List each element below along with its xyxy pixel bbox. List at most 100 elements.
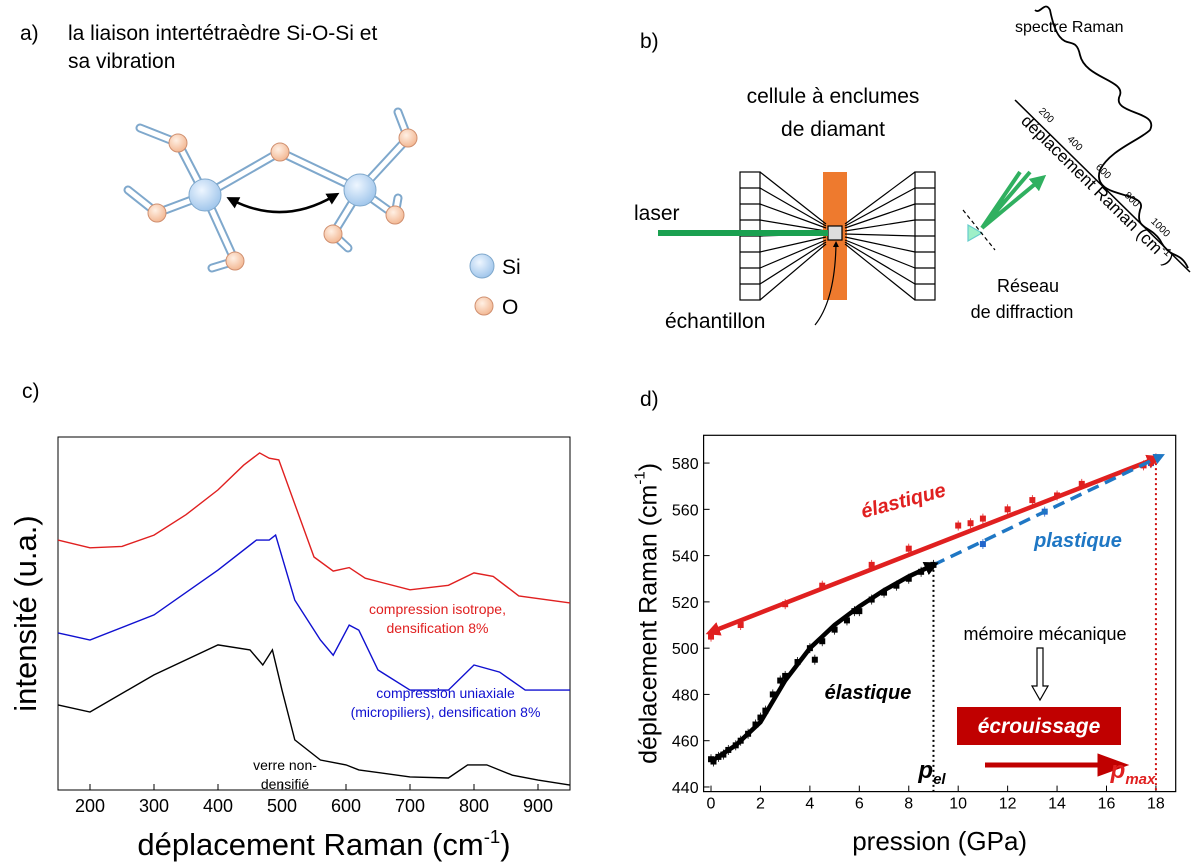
chart-d: 0 2 4 6 8 10 12 14 16 18 440 460 480 500 520 540 560 580 p… (632, 434, 1177, 856)
x-tick-label: 14 (1048, 796, 1066, 813)
cell-label: de diamant (781, 118, 885, 141)
series-label-box: verre non-densifié (253, 757, 317, 792)
title-line: la liaison intertétraèdre Si-O-Si et (68, 22, 377, 45)
series-label: verre non-densifié (253, 757, 317, 792)
series-label-box: compression isotrope, densification 8% (369, 601, 506, 636)
grating-label: Réseau (997, 276, 1059, 296)
fit-line (932, 453, 1165, 567)
data-point (1029, 497, 1036, 504)
data-point (955, 522, 962, 529)
annotation: élastique (825, 682, 912, 704)
annotation: pel (917, 757, 946, 788)
y-axis-label: déplacement Raman (cm-1) (632, 463, 663, 764)
plot-frame (57, 436, 571, 791)
series-label-box: compression uniaxiale (micropiliers), de… (350, 685, 541, 720)
x-axis-label-part: -1 (484, 826, 501, 847)
panel-label: b) (640, 30, 659, 53)
x-tick-label: 500 (267, 796, 297, 816)
spectrum-label: spectre Raman (1015, 19, 1124, 36)
panel-label: d) (640, 388, 659, 411)
y-axis-label-part: -1 (632, 471, 649, 484)
x-tick-label: 900 (523, 796, 553, 816)
panel-label: a) (20, 22, 39, 45)
legend-label: O (502, 296, 518, 319)
annotation: mémoire mécanique (963, 624, 1126, 644)
annotation: élastique (859, 479, 948, 523)
annotation: pmax (1110, 757, 1156, 788)
annotation-sub: max (1125, 771, 1156, 788)
spectrum-line (57, 533, 570, 691)
y-tick-label: 480 (672, 687, 699, 704)
x-tick-label: 200 (75, 796, 105, 816)
y-tick-label: 460 (672, 734, 699, 751)
y-axis-label-part: ) (635, 463, 663, 471)
panel-label: c) (22, 380, 40, 403)
y-axis-label-part: déplacement Raman (cm (635, 485, 663, 764)
cell-label: cellule à enclumes (747, 85, 920, 108)
x-tick-label: 700 (395, 796, 425, 816)
annotation-sub: el (933, 771, 946, 788)
x-axis-label: pression (GPa) (852, 826, 1027, 856)
molecule (123, 107, 495, 316)
series-label: compression uniaxiale (micropiliers), de… (350, 685, 541, 720)
fit-line (705, 454, 1162, 636)
data-point (782, 672, 789, 679)
data-point (708, 633, 715, 640)
chart-c: 200 300 400 500 600 700 800 900 intensité (u.a.)… (8, 436, 571, 862)
y-tick-label: 560 (672, 502, 699, 519)
x-tick-label: 0 (707, 796, 716, 813)
legend-label: Si (502, 256, 521, 279)
sample-label: échantillon (665, 310, 765, 333)
grating-label: de diffraction (971, 302, 1074, 322)
y-tick-label: 540 (672, 549, 699, 566)
x-axis-label-part: déplacement Raman (cm (137, 827, 483, 862)
annotation: plastique (1033, 530, 1122, 552)
spectrum-line (57, 452, 571, 604)
axis-label: déplacement Raman (cm-1) (1017, 111, 1178, 269)
y-tick-label: 440 (672, 780, 699, 797)
title-line: sa vibration (68, 50, 175, 73)
x-axis-label-part: ) (500, 827, 510, 862)
x-tick-label: 400 (203, 796, 233, 816)
data-point (967, 520, 974, 527)
x-axis-label: déplacement Raman (cm-1) (137, 826, 510, 862)
annotation-main: p (917, 757, 933, 784)
x-tick-label: 18 (1147, 796, 1165, 813)
x-tick-label: 6 (855, 796, 864, 813)
annotation: écrouissage (978, 715, 1101, 738)
hardening-arrow (985, 753, 1130, 777)
x-tick-label: 600 (331, 796, 361, 816)
data-point (811, 656, 818, 663)
data-point (905, 545, 912, 552)
spectrum-line (57, 644, 571, 786)
x-tick-label: 300 (139, 796, 169, 816)
diamond-cell (658, 5, 1191, 326)
data-point (769, 691, 776, 698)
x-tick-label: 16 (1098, 796, 1116, 813)
plot-frame (702, 434, 1177, 793)
data-point (757, 714, 764, 721)
annotation-box (957, 707, 1121, 745)
data-point (979, 541, 986, 548)
x-tick-label: 800 (459, 796, 489, 816)
y-axis-label: intensité (u.a.) (8, 515, 43, 711)
x-tick-label: 8 (904, 796, 913, 813)
data-point (819, 638, 826, 645)
annotation-main: p (1110, 757, 1126, 784)
fit-line (709, 562, 939, 764)
memory-arrow (1030, 647, 1050, 702)
y-tick-label: 500 (672, 641, 699, 658)
data-point (1004, 506, 1011, 513)
x-tick-label: 4 (805, 796, 814, 813)
y-tick-label: 580 (672, 456, 699, 473)
laser-label: laser (634, 202, 680, 225)
x-tick-label: 2 (756, 796, 765, 813)
series-label: compression isotrope, densification 8% (369, 601, 506, 636)
y-tick-label: 520 (672, 595, 699, 612)
data-point (777, 677, 784, 684)
x-tick-label: 10 (949, 796, 967, 813)
x-tick-label: 12 (999, 796, 1017, 813)
